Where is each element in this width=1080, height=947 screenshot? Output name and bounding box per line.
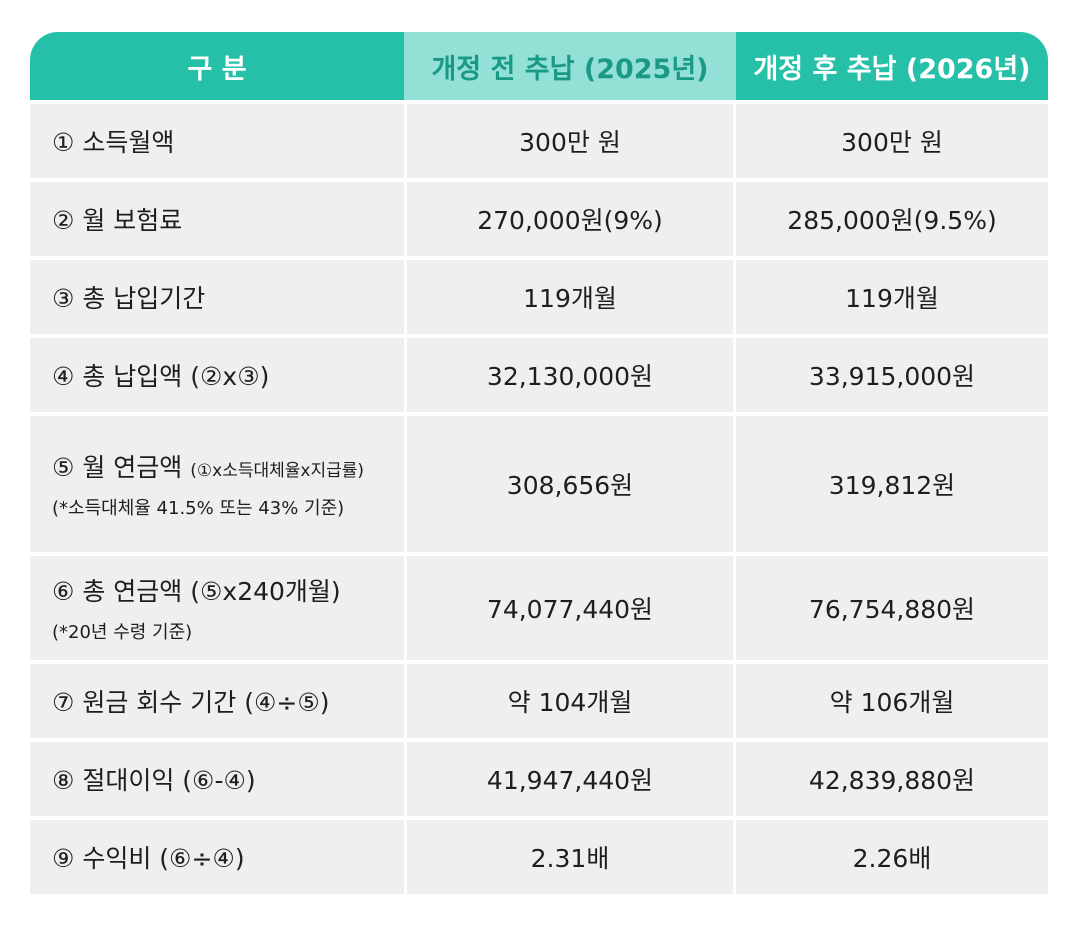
row-value-before: 약 104개월 <box>404 664 736 738</box>
row-label: ④ 총 납입액 (②x③) <box>52 362 270 391</box>
row-label: ⑧ 절대이익 (⑥-④) <box>52 766 256 795</box>
row-value-before: 119개월 <box>404 260 736 334</box>
row-value-before: 32,130,000원 <box>404 338 736 412</box>
header-category: 구 분 <box>187 53 247 85</box>
row-value-after: 300만 원 <box>841 128 943 157</box>
row-value-after: 119개월 <box>845 284 939 313</box>
row-value-after: 42,839,880원 <box>808 766 976 795</box>
table-row: ④ 총 납입액 (②x③) 32,130,000원 33,915,000원 <box>30 338 1048 412</box>
row-value-after: 319,812원 <box>828 471 956 500</box>
row-note: (*소득대체율 41.5% 또는 43% 기준) <box>52 498 345 519</box>
row-value-after: 285,000원(9.5%) <box>787 206 997 235</box>
row-label: ⑥ 총 연금액 (⑤x240개월) (*20년 수령 기준) <box>52 577 341 643</box>
header-before-revision: 개정 전 추납 (2025년) <box>404 32 736 100</box>
row-note: (*20년 수령 기준) <box>52 622 193 643</box>
table-row: ⑥ 총 연금액 (⑤x240개월) (*20년 수령 기준) 74,077,44… <box>30 556 1048 660</box>
row-label-formula: (①x소득대체율x지급률) <box>190 461 365 481</box>
row-label: ⑤ 월 연금액 (①x소득대체율x지급률) (*소득대체율 41.5% 또는 4… <box>52 453 365 519</box>
table-row: ⑤ 월 연금액 (①x소득대체율x지급률) (*소득대체율 41.5% 또는 4… <box>30 416 1048 552</box>
row-label: ③ 총 납입기간 <box>52 284 206 313</box>
row-label: ① 소득월액 <box>52 128 175 157</box>
table-row: ① 소득월액 300만 원 300만 원 <box>30 104 1048 178</box>
table-row: ⑧ 절대이익 (⑥-④) 41,947,440원 42,839,880원 <box>30 742 1048 816</box>
row-value-after: 76,754,880원 <box>808 595 976 624</box>
table-header: 구 분 개정 전 추납 (2025년) 개정 후 추납 (2026년) <box>30 32 1048 100</box>
row-value-before: 74,077,440원 <box>404 556 736 660</box>
row-value-after: 2.26배 <box>852 844 932 873</box>
table-row: ② 월 보험료 270,000원(9%) 285,000원(9.5%) <box>30 182 1048 256</box>
row-value-before: 41,947,440원 <box>404 742 736 816</box>
row-value-before: 308,656원 <box>404 416 736 552</box>
row-value-after: 33,915,000원 <box>808 362 976 391</box>
header-after-revision: 개정 후 추납 (2026년) <box>753 53 1031 85</box>
row-value-after: 약 106개월 <box>829 688 955 717</box>
comparison-table: 구 분 개정 전 추납 (2025년) 개정 후 추납 (2026년) ① 소득… <box>30 32 1048 894</box>
table-row: ③ 총 납입기간 119개월 119개월 <box>30 260 1048 334</box>
row-label: ⑦ 원금 회수 기간 (④÷⑤) <box>52 688 330 717</box>
table-row: ⑨ 수익비 (⑥÷④) 2.31배 2.26배 <box>30 820 1048 894</box>
row-label: ② 월 보험료 <box>52 206 183 235</box>
row-value-before: 2.31배 <box>404 820 736 894</box>
table-row: ⑦ 원금 회수 기간 (④÷⑤) 약 104개월 약 106개월 <box>30 664 1048 738</box>
row-value-before: 270,000원(9%) <box>404 182 736 256</box>
row-value-before: 300만 원 <box>404 104 736 178</box>
row-label: ⑨ 수익비 (⑥÷④) <box>52 844 245 873</box>
